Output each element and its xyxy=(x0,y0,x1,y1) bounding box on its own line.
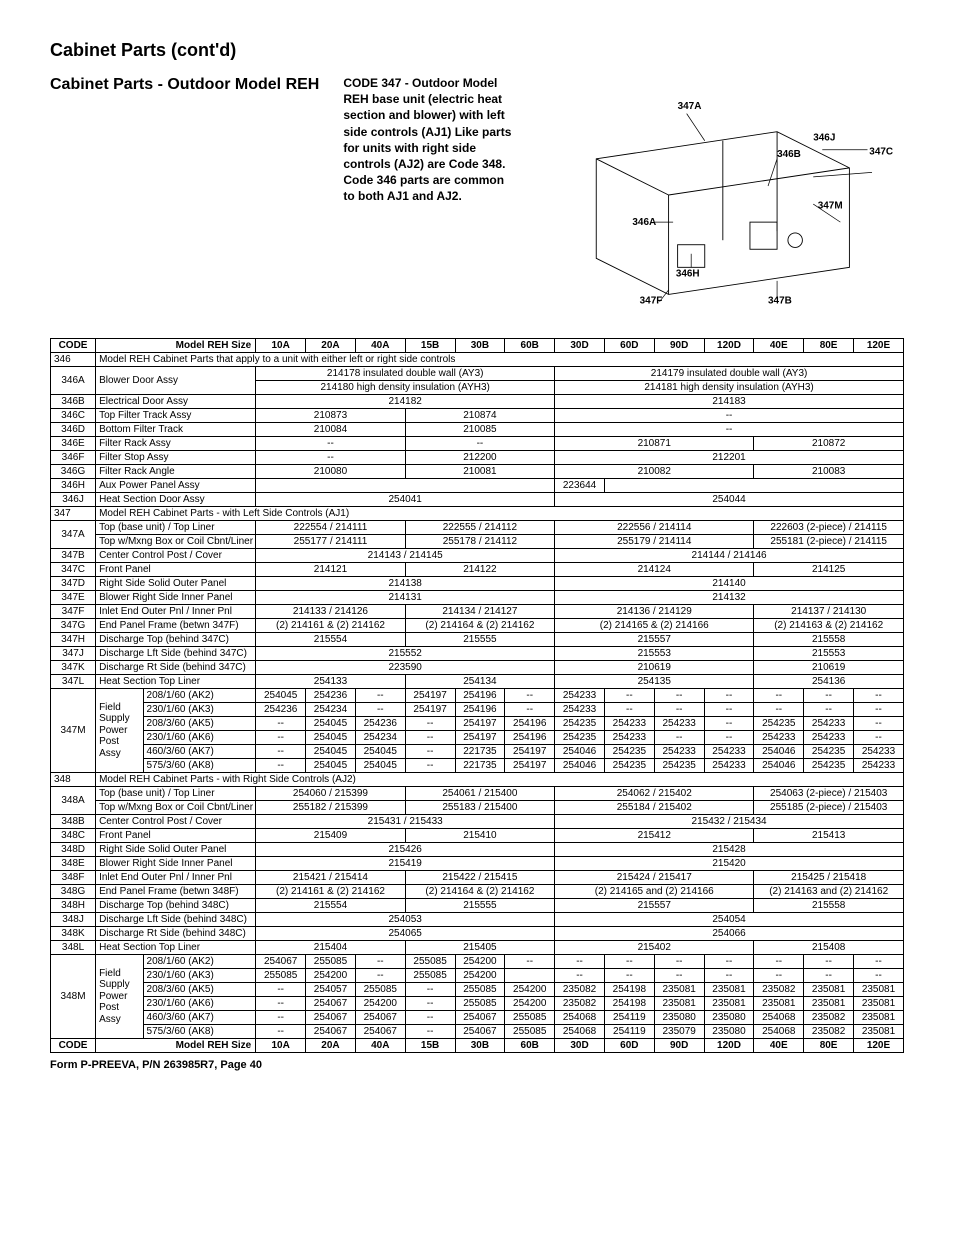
svg-text:347B: 347B xyxy=(768,295,792,306)
svg-text:347C: 347C xyxy=(870,146,894,157)
page-footer: Form P-PREEVA, P/N 263985R7, Page 40 xyxy=(50,1059,904,1071)
svg-text:346B: 346B xyxy=(777,149,801,160)
subheading: Cabinet Parts - Outdoor Model REH xyxy=(50,75,319,320)
parts-table: CODEModel REH Size10A20A40A15B30B60B30D6… xyxy=(50,338,904,1053)
code-note: CODE 347 - Outdoor Model REH base unit (… xyxy=(343,75,518,320)
top-row: Cabinet Parts - Outdoor Model REH CODE 3… xyxy=(50,75,904,320)
svg-text:346J: 346J xyxy=(814,133,836,144)
svg-text:346A: 346A xyxy=(633,217,657,228)
page-title: Cabinet Parts (cont'd) xyxy=(50,40,904,61)
svg-text:347F: 347F xyxy=(640,295,663,306)
svg-text:346H: 346H xyxy=(676,268,700,279)
svg-text:347M: 347M xyxy=(818,201,843,212)
unit-diagram: 347A 346J 347C 346B 347M 346A 346H 347F … xyxy=(542,75,904,320)
svg-text:347A: 347A xyxy=(678,101,702,112)
